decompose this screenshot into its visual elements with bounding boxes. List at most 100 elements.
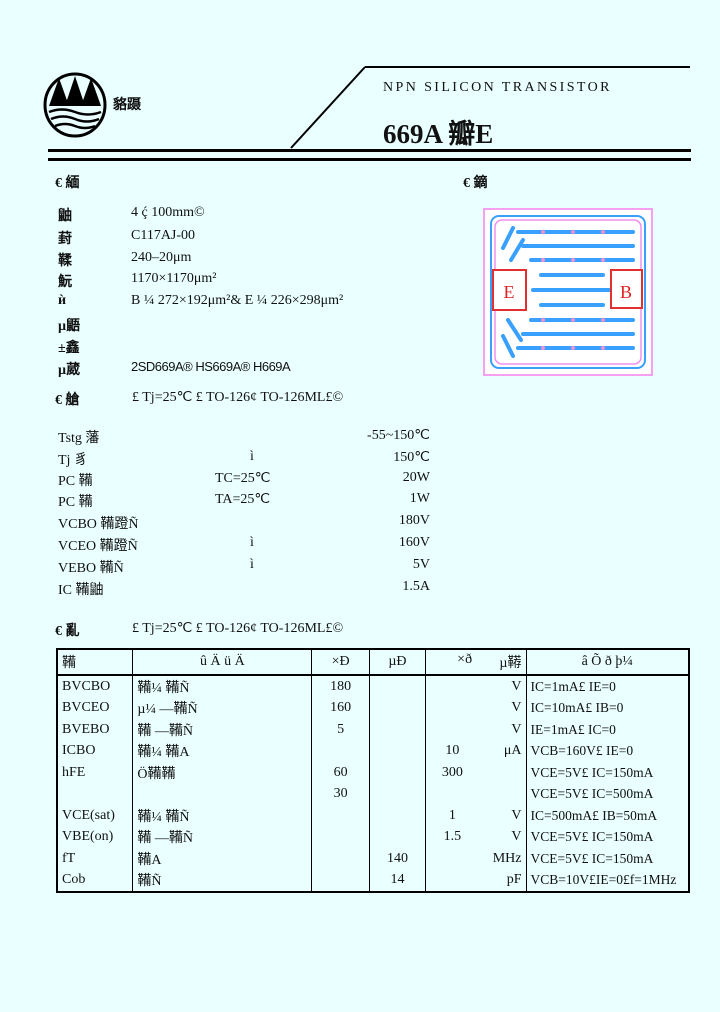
- cell-max: 10 μA: [424, 740, 527, 762]
- cell-unit: V: [511, 829, 522, 845]
- cell-cond: IC=1mA£ IE=0: [525, 675, 690, 698]
- rating-param: Tj 豸: [58, 453, 88, 468]
- cell-max: V: [424, 697, 527, 719]
- electrical-characteristics-table: 鞴 û Ä ü Ä ×Ð µÐ ×ð µ鞯 â Õ ð þ¼ BVCBO 鞴¼ 鞴Ñ…: [56, 648, 690, 893]
- cell-max-value: 1.5: [443, 829, 462, 845]
- cell-unit: V: [511, 721, 522, 737]
- cell-max-value: 300: [441, 764, 463, 780]
- table-row: BVEBO 鞴 —鞴Ñ 5 V IE=1mA£ IC=0: [56, 719, 690, 741]
- header-rule: [290, 66, 690, 149]
- company-logo: [43, 72, 107, 138]
- cell-min: 60: [311, 762, 371, 784]
- cell-cond: VCE=5V£ IC=500mA: [525, 783, 690, 805]
- product-subtitle: NPN SILICON TRANSISTOR: [383, 80, 612, 95]
- cell-typ: [369, 783, 426, 805]
- rating-cond: TC=25℃: [215, 471, 271, 486]
- table-row: BVCEO µ¼ —鞴Ñ 160 V IC=10mA£ IB=0: [56, 697, 690, 719]
- cell-name: Ö鞴鞴: [132, 762, 313, 784]
- table-row: VBE(on) 鞴 —鞴Ñ 1.5 V VCE=5V£ IC=150mA: [56, 826, 690, 848]
- cell-sym: [56, 783, 134, 805]
- chip-info-heading: € 緬: [55, 176, 80, 191]
- chip-label: ±鑫: [58, 341, 80, 356]
- col-symbol: 鞴: [56, 649, 134, 676]
- table-row: ICBO 鞴¼ 鞴A 10 μA VCB=160V£ IE=0: [56, 740, 690, 762]
- cell-min: 180: [311, 675, 371, 698]
- cell-cond: IC=500mA£ IB=50mA: [525, 805, 690, 827]
- cell-sym: ICBO: [56, 740, 134, 762]
- cell-typ: [369, 740, 426, 762]
- chip-value: 1170×1170μm²: [131, 271, 217, 286]
- cell-cond: IC=10mA£ IB=0: [525, 697, 690, 719]
- chip-label: ѝ: [58, 293, 67, 308]
- cell-name: 鞴Ñ: [132, 869, 313, 892]
- cell-cond: VCE=5V£ IC=150mA: [525, 826, 690, 848]
- cell-unit: μA: [503, 743, 522, 759]
- electrical-heading: € 亂: [55, 624, 80, 639]
- cell-min: [311, 848, 371, 870]
- cell-min: [311, 740, 371, 762]
- cell-min: 160: [311, 697, 371, 719]
- cell-sym: Cob: [56, 869, 134, 892]
- cell-cond: VCB=10V£IE=0£f=1MHz: [525, 869, 690, 892]
- chip-value: B ¼ 272×192μm²& E ¼ 226×298μm²: [131, 293, 344, 308]
- chip-label: 鞣: [58, 254, 72, 269]
- cell-max: V: [424, 675, 527, 698]
- table-row: hFE Ö鞴鞴 60 300 VCE=5V£ IC=150mA: [56, 762, 690, 784]
- rating-param: VCBO 鞴蹬Ñ: [58, 517, 139, 532]
- rating-value: 1.5A: [402, 579, 430, 594]
- cell-unit: V: [511, 678, 522, 694]
- cell-typ: [369, 826, 426, 848]
- table-row: Cob 鞴Ñ 14 pF VCB=10V£IE=0£f=1MHz: [56, 869, 690, 892]
- rating-param: Tstg 藩: [58, 431, 100, 446]
- rating-param: PC 鞴: [58, 495, 93, 510]
- col-min: ×Ð: [311, 649, 371, 676]
- table-header-row: 鞴 û Ä ü Ä ×Ð µÐ ×ð µ鞯 â Õ ð þ¼: [56, 649, 690, 676]
- company-name: 貉蹑: [113, 98, 141, 113]
- cell-max: [424, 783, 527, 805]
- rating-param: PC 鞴: [58, 474, 93, 489]
- max-ratings-condition: £ Tj=25℃ £ TO-126¢ TO-126ML£©: [132, 390, 344, 405]
- cell-name: 鞴A: [132, 848, 313, 870]
- chip-label: µ鼯: [58, 319, 81, 334]
- rating-cond: ì: [250, 449, 254, 464]
- col-max: ×ð: [457, 652, 473, 667]
- cell-cond: VCE=5V£ IC=150mA: [525, 762, 690, 784]
- table-row: VCE(sat) 鞴¼ 鞴Ñ 1 V IC=500mA£ IB=50mA: [56, 805, 690, 827]
- cell-max: V: [424, 719, 527, 741]
- base-label: B: [620, 282, 632, 302]
- table-row: fT 鞴A 140 MHz VCE=5V£ IC=150mA: [56, 848, 690, 870]
- cell-min: [311, 805, 371, 827]
- part-title: 669A 瓣E: [383, 119, 494, 149]
- rating-param: IC 鞴鼬: [58, 583, 104, 598]
- cell-cond: IE=1mA£ IC=0: [525, 719, 690, 741]
- chip-value: C117AJ-00: [131, 228, 196, 243]
- cell-typ: [369, 762, 426, 784]
- cell-name: 鞴¼ 鞴Ñ: [132, 805, 313, 827]
- chip-value: 240–20μm: [131, 250, 192, 265]
- rating-value: -55~150℃: [367, 428, 430, 443]
- col-typ: µÐ: [369, 649, 426, 676]
- cell-typ: [369, 719, 426, 741]
- cell-typ: 140: [369, 848, 426, 870]
- rating-cond: ì: [250, 557, 254, 572]
- cell-max: 300: [424, 762, 527, 784]
- chip-value: 4 ḉ 100mm©: [131, 205, 205, 220]
- rating-value: 160V: [398, 535, 430, 550]
- cell-typ: [369, 675, 426, 698]
- cell-min: [311, 826, 371, 848]
- cell-unit: V: [511, 700, 522, 716]
- cell-sym: fT: [56, 848, 134, 870]
- cell-sym: hFE: [56, 762, 134, 784]
- col-parameter: û Ä ü Ä: [132, 649, 313, 676]
- die-layout-image: E B: [483, 208, 653, 376]
- cell-name: 鞴¼ 鞴A: [132, 740, 313, 762]
- divider: [48, 158, 691, 161]
- rating-value: 20W: [402, 470, 430, 485]
- cell-sym: VBE(on): [56, 826, 134, 848]
- rating-cond: ì: [250, 535, 254, 550]
- col-conditions: â Õ ð þ¼: [525, 649, 690, 676]
- chip-label: 鼬: [58, 209, 72, 224]
- cell-unit: pF: [506, 872, 522, 888]
